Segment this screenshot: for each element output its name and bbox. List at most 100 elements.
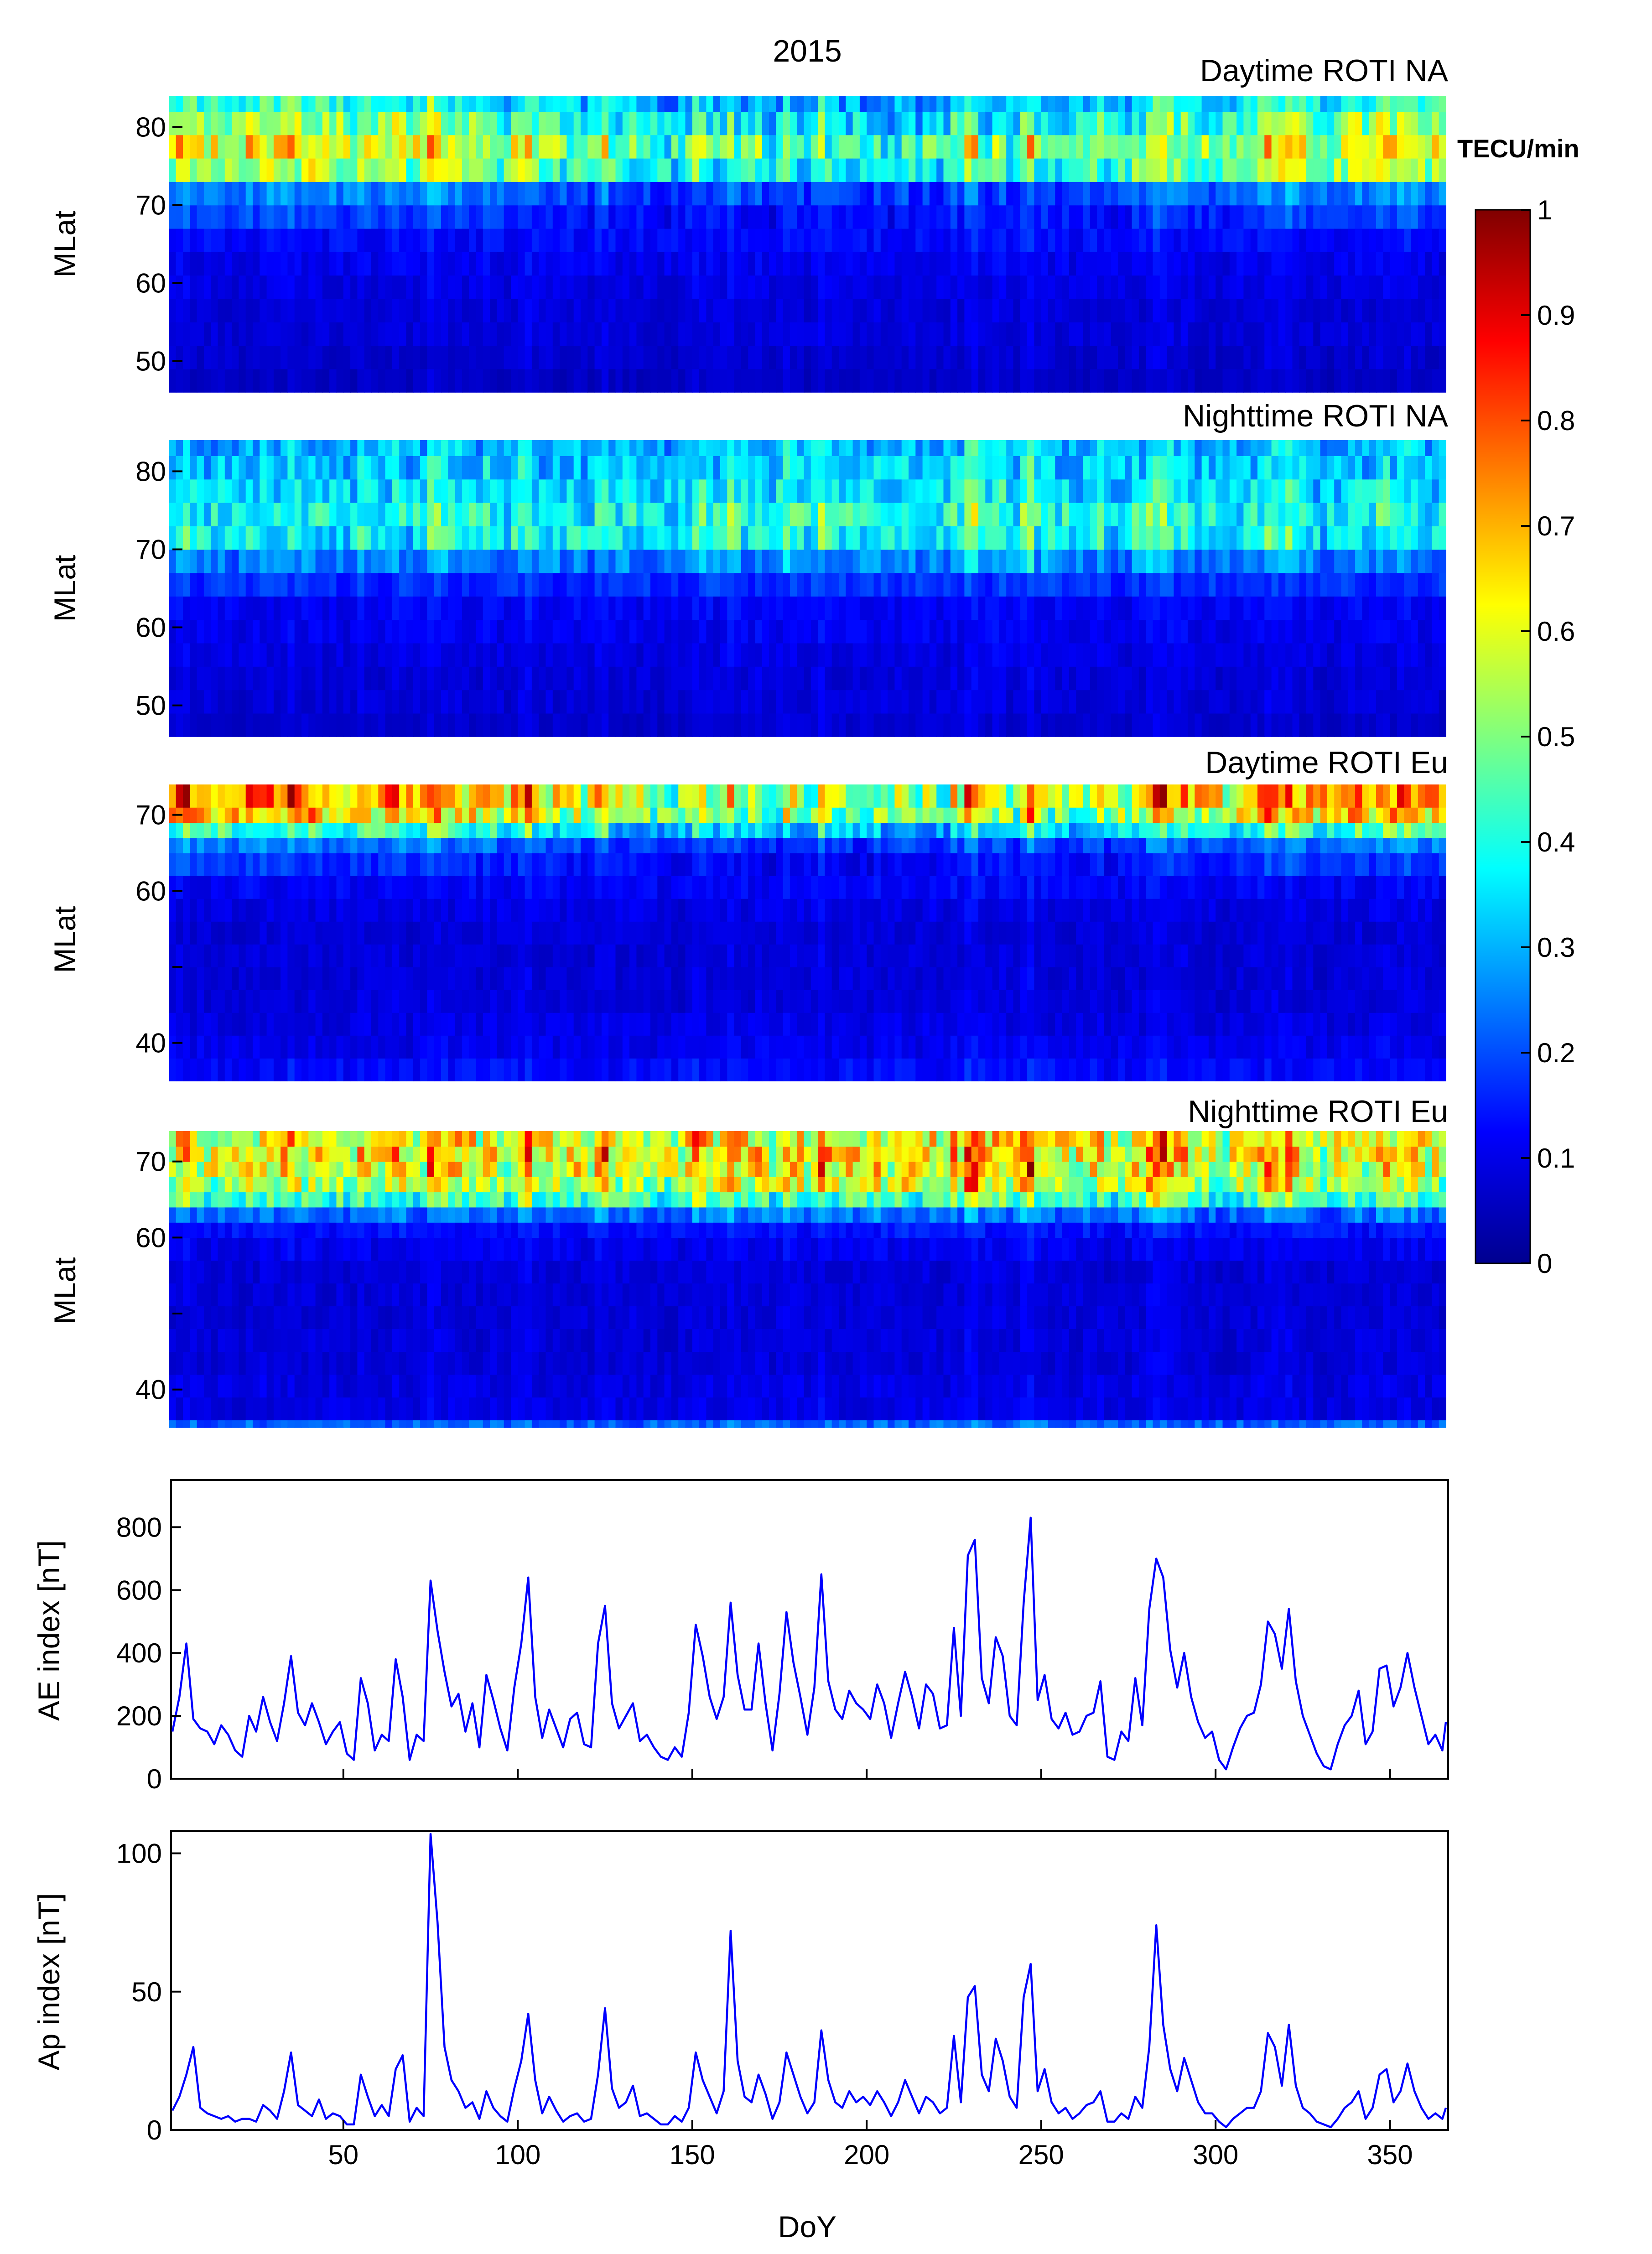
heatmap-cell [594,345,602,369]
heatmap-cell [434,596,442,620]
heatmap-cell [783,572,790,597]
heatmap-cell [839,456,847,480]
heatmap-cell [909,690,916,714]
heatmap-cell [1138,440,1146,456]
heatmap-cell [392,275,400,299]
heatmap-cell [692,440,700,456]
heatmap-cell [1257,369,1265,393]
heatmap-cell [203,1013,211,1036]
heatmap-cell [1327,690,1335,714]
heatmap-cell [1062,549,1070,573]
heatmap-cell [888,96,895,112]
heatmap-cell [1411,322,1418,346]
heatmap-cell [755,182,763,206]
heatmap-cell [1083,275,1091,299]
heatmap-cell [1250,345,1258,369]
heatmap-cell [1125,643,1133,667]
heatmap-cell [964,205,972,229]
heatmap-cell [378,205,386,229]
heatmap-cell [894,440,902,456]
heatmap-cell [343,322,351,346]
heatmap-cell [1313,643,1321,667]
heatmap-cell [1222,456,1230,480]
heatmap-cell [476,158,483,182]
heatmap-cell [1439,298,1446,322]
heatmap-cell [203,158,211,182]
heatmap-cell [894,643,902,667]
heatmap-cell [1097,440,1105,456]
heatmap-cell [1013,549,1021,573]
heatmap-cell [1104,690,1112,714]
heatmap-cell [266,837,274,853]
heatmap-cell [720,502,728,526]
heatmap-cell [594,502,602,526]
heatmap-cell [922,440,930,456]
heatmap-cell [1090,526,1097,550]
heatmap-cell [1355,96,1363,112]
heatmap-cell [769,228,777,252]
heatmap-cell [1076,549,1084,573]
heatmap-cell [650,479,658,503]
heatmap-cell [1376,666,1384,691]
heatmap-cell [594,111,602,135]
heatmap-cell [224,807,232,823]
heatmap-cell [525,345,532,369]
heatmap-cell [650,526,658,550]
heatmap-cell [232,944,239,967]
heatmap-cell [692,205,700,229]
heatmap-cell [1069,643,1076,667]
heatmap-cell [685,275,693,299]
heatmap-cell [1243,596,1251,620]
heatmap-cell [336,549,344,573]
heatmap-cell [1041,345,1049,369]
heatmap-cell [762,158,769,182]
heatmap-cell [1341,369,1349,393]
heatmap-cell [692,252,700,276]
heatmap-cell [846,345,853,369]
heatmap-cell [964,596,972,620]
heatmap-cell [434,228,442,252]
heatmap-cell [224,898,232,922]
heatmap-cell [804,345,811,369]
heatmap-cell [636,158,644,182]
heatmap-cell [343,502,351,526]
heatmap-cell [483,182,490,206]
heatmap-cell [392,479,400,503]
heatmap-cell [378,322,386,346]
heatmap-cell [664,322,672,346]
heatmap-cell [1195,440,1202,456]
heatmap-cell [287,690,295,714]
heatmap-cell [211,666,218,691]
heatmap-cell [176,1058,183,1081]
heatmap-cell [783,96,790,112]
heatmap-cell [531,479,539,503]
heatmap-cell [880,96,888,112]
heatmap-cell [776,298,784,322]
heatmap-cell [741,275,748,299]
heatmap-cell [804,96,811,112]
heatmap-cell [1411,666,1418,691]
heatmap-cell [197,205,204,229]
heatmap-cell [190,345,197,369]
heatmap-cell [336,502,344,526]
heatmap-cell [978,502,986,526]
heatmap-cell [1188,275,1195,299]
heatmap-cell [1348,619,1356,644]
heatmap-cell [734,440,742,456]
heatmap-cell [1153,135,1160,159]
panel-title: Daytime ROTI NA [1200,53,1449,88]
heatmap-cell [671,643,679,667]
heatmap-cell [1250,713,1258,737]
heatmap-cell [364,440,372,456]
heatmap-cell [1425,479,1433,503]
heatmap-cell [1125,158,1133,182]
heatmap-cell [1229,345,1237,369]
heatmap-cell [985,643,993,667]
heatmap-cell [636,526,644,550]
heatmap-cell [741,345,748,369]
heatmap-cell [915,666,923,691]
heatmap-cell [322,502,330,526]
heatmap-cell [434,205,442,229]
heatmap-cell [357,111,365,135]
